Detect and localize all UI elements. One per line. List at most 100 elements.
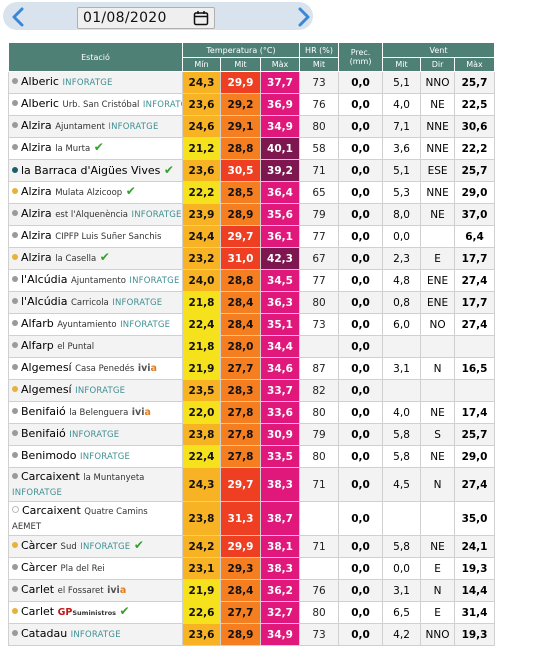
date-input[interactable]: 01/08/2020: [77, 7, 215, 29]
station-cell[interactable]: Algemesí INFORATGE: [8, 379, 183, 402]
wind-dir-cell: NE: [420, 203, 456, 226]
station-cell[interactable]: Carcaixent Quatre Camins AEMET: [8, 501, 183, 536]
wind-max-cell: 30,6: [454, 115, 496, 138]
status-dot-icon: [12, 298, 18, 304]
station-cell[interactable]: Alberic Urb. San Cristóbal INFORATGE: [8, 93, 183, 116]
precipitation-cell: 0,0: [338, 379, 384, 402]
subheader-hr-mit[interactable]: Mit: [299, 57, 340, 72]
wind-max-cell: 29,0: [454, 445, 496, 468]
station-cell[interactable]: Catadau INFORATGE: [8, 623, 183, 646]
station-name: Alzira: [21, 251, 52, 264]
table-row: Alberic INFORATGE 24,3 29,9 37,7 73 0,0 5,1 NNO…: [8, 71, 496, 94]
station-cell[interactable]: la Barraca d'Aigües Vives ✔: [8, 159, 183, 182]
station-cell[interactable]: Benifaió INFORATGE: [8, 423, 183, 446]
tmax-cell: 36,3: [259, 291, 301, 314]
station-cell[interactable]: l'Alcúdia Ajuntamento INFORATGE: [8, 269, 183, 292]
inforatge-logo: INFORATGE: [75, 386, 126, 396]
humidity-cell: 82: [299, 379, 340, 402]
station-name: Alfarp: [21, 339, 54, 352]
wind-mit-cell: 3,1: [382, 579, 422, 602]
table-row: Alzira CIPFP Luis Suñer Sanchis 24,4 29,7 3…: [8, 225, 496, 248]
tmax-cell: 38,3: [259, 557, 301, 580]
ivia-suffix: a: [119, 585, 127, 596]
precipitation-cell: 0,0: [338, 623, 384, 646]
station-cell[interactable]: Algemesí Casa Penedés ivia: [8, 357, 183, 380]
station-cell[interactable]: Alfarp el Puntal: [8, 335, 183, 358]
status-dot-icon: [12, 100, 18, 106]
station-cell[interactable]: Carlet el Fossaret ivia: [8, 579, 183, 602]
station-cell[interactable]: Alzira Ajuntament INFORATGE: [8, 115, 183, 138]
tmax-cell: 36,1: [259, 225, 301, 248]
station-cell[interactable]: Benimodo INFORATGE: [8, 445, 183, 468]
subheader-tmin[interactable]: Mín: [182, 57, 221, 72]
station-location: Mulata Alzicoop: [55, 188, 123, 198]
station-location: la Murta: [55, 144, 91, 154]
station-cell[interactable]: Alberic INFORATGE: [8, 71, 183, 94]
station-cell[interactable]: Alzira la Murta ✔: [8, 137, 183, 160]
station-location: Carricola: [70, 298, 109, 308]
chevron-left-icon[interactable]: [7, 6, 29, 28]
station-cell[interactable]: Carlet GPSuministros ✔: [8, 601, 183, 624]
tmax-cell: 38,3: [259, 467, 301, 502]
tmin-cell: 21,2: [182, 137, 221, 160]
precipitation-cell: 0,0: [338, 467, 384, 502]
tmit-cell: 28,4: [220, 291, 261, 314]
wind-dir-cell: N: [420, 467, 456, 502]
subheader-wind-dir[interactable]: Dir: [420, 57, 456, 72]
station-cell[interactable]: Carcaixent la Muntanyeta INFORATGE: [8, 467, 183, 502]
ivia-logo: ivia: [138, 363, 157, 374]
header-station[interactable]: Estació: [8, 42, 183, 72]
station-cell[interactable]: Alzira CIPFP Luis Suñer Sanchis: [8, 225, 183, 248]
calendar-icon[interactable]: [193, 10, 209, 32]
precipitation-cell: 0,0: [338, 291, 384, 314]
status-dot-icon: [12, 630, 18, 636]
station-cell[interactable]: Càrcer Sud INFORATGE ✔: [8, 535, 183, 558]
station-name: Algemesí: [21, 383, 72, 396]
tmax-cell: 30,9: [259, 423, 301, 446]
wind-max-cell: 37,0: [454, 203, 496, 226]
chevron-right-icon[interactable]: [293, 6, 315, 28]
wind-dir-cell: ESE: [420, 159, 456, 182]
gp-text: Suministros: [72, 609, 117, 617]
precipitation-cell: 0,0: [338, 601, 384, 624]
tmin-cell: 24,3: [182, 467, 221, 502]
wind-max-cell: 19,3: [454, 623, 496, 646]
station-cell[interactable]: Benifaió la Belenguera ivia: [8, 401, 183, 424]
wind-mit-cell: 4,2: [382, 623, 422, 646]
wind-mit-cell: 4,0: [382, 401, 422, 424]
status-dot-icon: [12, 586, 18, 592]
ivia-prefix: ivi: [107, 585, 120, 596]
subheader-wind-max[interactable]: Màx: [454, 57, 496, 72]
tmit-cell: 29,9: [220, 71, 261, 94]
wind-dir-cell: [420, 335, 456, 358]
subheader-wind-mit[interactable]: Mit: [382, 57, 422, 72]
subheader-tmax[interactable]: Màx: [259, 57, 301, 72]
header-precipitation[interactable]: Prec. (mm): [338, 42, 384, 72]
header-wind[interactable]: Vent: [382, 42, 496, 58]
tmin-cell: 21,8: [182, 335, 221, 358]
inforatge-logo: INFORATGE: [142, 100, 182, 110]
station-cell[interactable]: Alzira est l'Alquenència INFORATGE: [8, 203, 183, 226]
station-cell[interactable]: Alzira la Casella ✔: [8, 247, 183, 270]
station-cell[interactable]: Alfarb Ayuntamiento INFORATGE: [8, 313, 183, 336]
station-cell[interactable]: l'Alcúdia Carricola INFORATGE: [8, 291, 183, 314]
tmax-cell: 33,7: [259, 379, 301, 402]
wind-mit-cell: 8,0: [382, 203, 422, 226]
table-row: Alfarp el Puntal 21,8 28,0 34,4 0,0: [8, 335, 496, 358]
station-cell[interactable]: Alzira Mulata Alzicoop ✔: [8, 181, 183, 204]
table-row: l'Alcúdia Carricola INFORATGE 21,8 28,4 36,…: [8, 291, 496, 314]
tmit-cell: 31,3: [220, 501, 261, 536]
status-dot-icon: [12, 188, 18, 194]
status-dot-icon: [12, 472, 18, 479]
wind-max-cell: 27,4: [454, 467, 496, 502]
humidity-cell: 71: [299, 535, 340, 558]
header-humidity[interactable]: HR (%): [299, 42, 340, 58]
table-row: Benimodo INFORATGE 22,4 27,8 33,5 80 0,0 5,8 NE…: [8, 445, 496, 468]
tmit-cell: 29,7: [220, 467, 261, 502]
subheader-tmit[interactable]: Mit: [220, 57, 261, 72]
tmin-cell: 22,2: [182, 181, 221, 204]
station-cell[interactable]: Càrcer Pla del Rei: [8, 557, 183, 580]
tmin-cell: 23,5: [182, 379, 221, 402]
status-dot-icon: [12, 608, 18, 614]
header-temperature[interactable]: Temperatura (°C): [181, 42, 301, 58]
